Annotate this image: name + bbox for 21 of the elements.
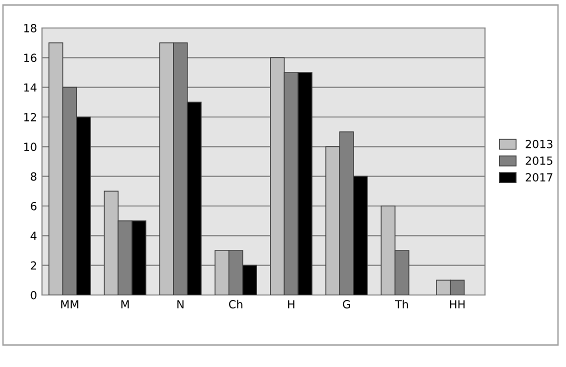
legend-label: 2017: [526, 173, 552, 182]
y-tick-label: 6: [30, 202, 36, 210]
x-tick-label: Th: [394, 300, 408, 308]
legend-label: 2015: [526, 156, 552, 165]
x-tick-label: G: [342, 300, 350, 308]
x-tick-label: H: [288, 300, 294, 308]
x-tick-label: M: [121, 300, 129, 308]
y-tick-label: 0: [30, 290, 36, 300]
x-tick-label: N: [177, 300, 184, 308]
y-tick-label: 16: [24, 54, 36, 62]
y-tick-label: 10: [24, 142, 36, 152]
x-tick-label: Ch: [229, 300, 242, 308]
x-tick-label: HH: [450, 300, 465, 308]
y-tick-label: 18: [24, 24, 36, 32]
y-tick-label: 4: [30, 232, 37, 240]
legend-label: 2013: [526, 140, 552, 148]
y-tick-label: 14: [24, 83, 37, 92]
y-tick-label: 8: [30, 172, 36, 181]
y-tick-label: 2: [30, 261, 36, 270]
y-tick-label: 12: [24, 112, 36, 122]
x-tick-label: MM: [61, 300, 78, 308]
